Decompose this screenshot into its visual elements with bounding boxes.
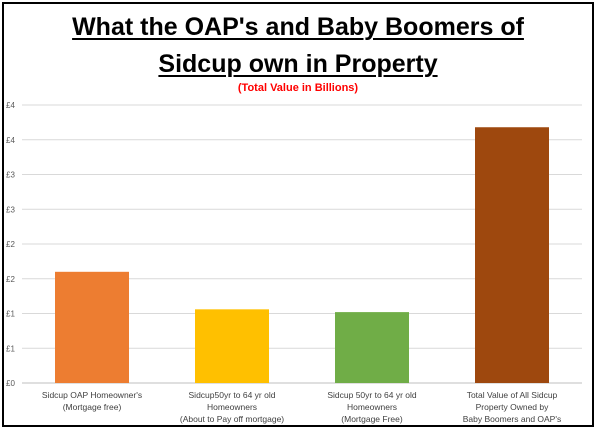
y-tick-label: £1 [6, 344, 15, 353]
x-category-label: Homeowners [207, 402, 257, 412]
y-tick-label: £0 [6, 379, 15, 388]
x-category-label: Homeowners [347, 402, 397, 412]
x-category-label: (About to Pay off mortgage) [180, 414, 284, 424]
x-category-label: Sidcup50yr to 64 yr old [189, 390, 276, 400]
chart-frame: What the OAP's and Baby Boomers of Sidcu… [2, 2, 594, 427]
bar-chart: £0 £1 £1 £2 £2 £3 £3 £4 £4 Sidcup OAP Homeowner's… [6, 101, 582, 424]
x-category-label: Baby Boomers and OAP's [463, 414, 561, 424]
bar [335, 312, 409, 383]
x-category-label: Sidcup 50yr to 64 yr old [327, 390, 417, 400]
x-category-label: (Mortgage free) [63, 402, 122, 412]
bar [55, 271, 129, 383]
x-category-label: Total Value of All Sidcup [467, 390, 558, 400]
chart-subtitle: (Total Value in Billions) [237, 82, 359, 94]
chart-title-line-2: Sidcup own in Property [158, 50, 438, 78]
chart-title-line-1: What the OAP's and Baby Boomers of [72, 13, 524, 41]
y-tick-label: £4 [6, 101, 15, 110]
y-tick-label: £2 [6, 275, 15, 284]
y-tick-label: £2 [6, 240, 15, 249]
bar [195, 309, 269, 383]
x-category-label: Sidcup OAP Homeowner's [42, 390, 142, 400]
y-tick-label: £3 [6, 205, 15, 214]
y-tick-label: £1 [6, 310, 15, 319]
y-tick-label: £3 [6, 171, 15, 180]
x-category-label: (Mortgage Free) [341, 414, 403, 424]
y-tick-label: £4 [6, 136, 15, 145]
x-category-label: Property Owned by [476, 402, 550, 412]
bar [475, 127, 549, 384]
